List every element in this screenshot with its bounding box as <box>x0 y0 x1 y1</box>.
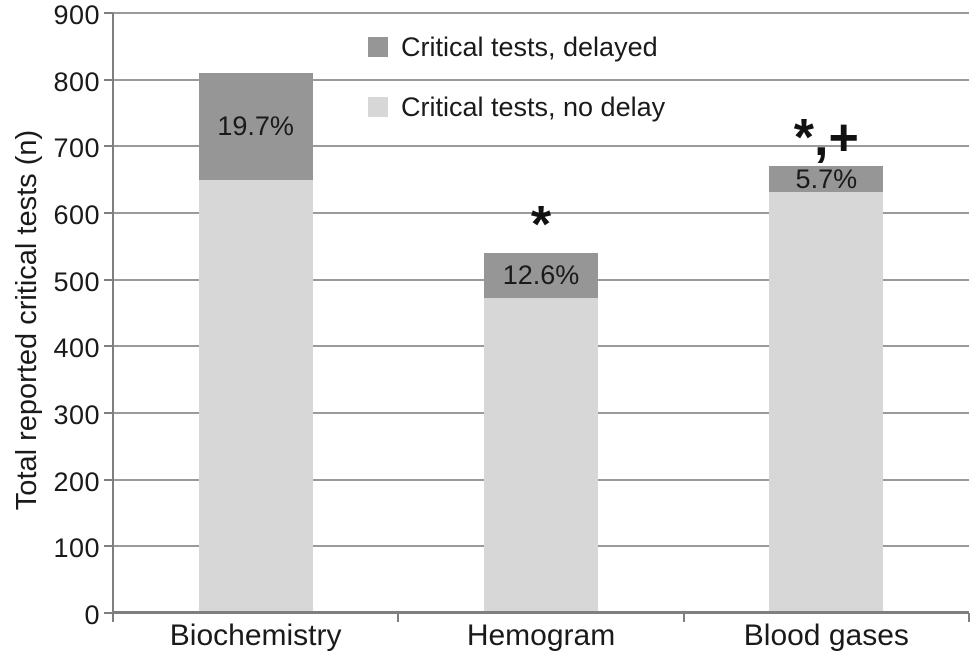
y-tick-mark-700 <box>104 145 113 148</box>
y-tick-mark-0 <box>104 612 113 614</box>
significance-annotation-blood-gases: *,+ <box>793 109 859 168</box>
y-tick-label-500: 500 <box>53 266 100 297</box>
y-tick-mark-400 <box>104 345 113 348</box>
y-tick-mark-800 <box>104 78 113 81</box>
bar-hemogram-no-delay <box>484 298 598 613</box>
x-tick-mark-1 <box>397 613 400 622</box>
bar-blood-gases-delayed: 5.7% <box>769 164 884 194</box>
y-tick-label-700: 700 <box>53 133 100 164</box>
percent-label-biochemistry: 19.7% <box>217 110 294 141</box>
legend-item-0: Critical tests, delayed <box>368 30 665 64</box>
percent-label-hemogram: 12.6% <box>502 260 580 291</box>
legend-item-1: Critical tests, no delay <box>368 90 665 124</box>
y-tick-label-300: 300 <box>53 400 100 430</box>
y-tick-label-0: 0 <box>84 600 100 630</box>
bar-hemogram-delayed: 12.6% <box>484 253 598 299</box>
gridline-900 <box>113 12 969 14</box>
x-axis-line <box>113 611 969 614</box>
x-tick-mark-2 <box>682 613 685 622</box>
legend: Critical tests, delayed Critical tests, n… <box>368 30 665 124</box>
y-tick-mark-600 <box>104 212 113 214</box>
y-axis-title: Total reported critical tests (n) <box>11 129 43 511</box>
category-label-blood-gases: Blood gases <box>743 619 909 652</box>
gridline-700 <box>113 145 969 148</box>
gridline-800 <box>113 78 969 81</box>
percent-label-blood-gases: 5.7% <box>795 163 858 194</box>
bar-biochemistry-delayed: 19.7% <box>198 73 313 180</box>
y-tick-mark-200 <box>104 478 113 481</box>
bar-biochemistry-no-delay <box>198 179 313 613</box>
gridline-600 <box>113 212 969 214</box>
y-tick-mark-300 <box>104 412 113 414</box>
legend-swatch-0 <box>368 37 388 57</box>
plot-area: 19.7% 12.6% 5.7% <box>113 12 969 614</box>
legend-label-0: Critical tests, delayed <box>401 31 658 62</box>
legend-label-1: Critical tests, no delay <box>401 91 666 122</box>
y-tick-mark-100 <box>104 545 113 548</box>
y-tick-label-200: 200 <box>53 466 100 497</box>
x-tick-mark-0 <box>112 613 114 622</box>
y-tick-label-100: 100 <box>53 533 100 564</box>
y-tick-label-900: 900 <box>53 0 100 30</box>
category-label-hemogram: Hemogram <box>466 619 616 652</box>
category-label-biochemistry: Biochemistry <box>169 619 342 652</box>
significance-annotation-hemogram: * <box>530 196 552 254</box>
legend-swatch-1 <box>368 97 388 117</box>
x-tick-mark-3 <box>968 613 970 622</box>
y-tick-label-800: 800 <box>53 66 100 97</box>
y-tick-mark-900 <box>104 12 113 14</box>
bar-blood-gases-no-delay <box>769 191 884 613</box>
y-tick-label-600: 600 <box>53 200 100 230</box>
y-tick-label-400: 400 <box>53 333 100 364</box>
y-tick-mark-500 <box>104 278 113 281</box>
y-axis-line <box>112 13 114 614</box>
